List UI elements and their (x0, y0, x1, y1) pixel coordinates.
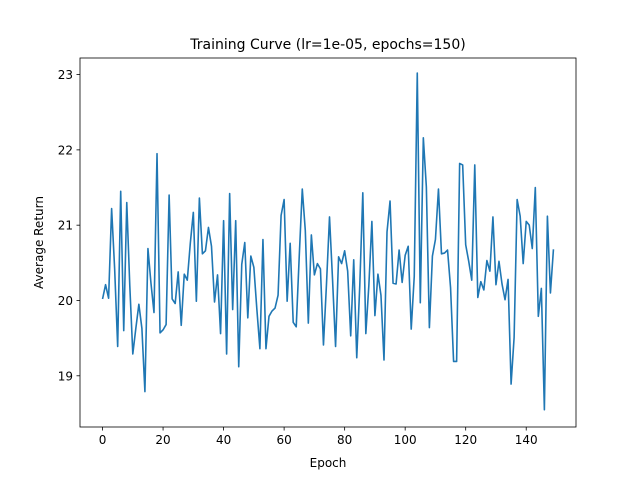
x-tick-label: 60 (276, 433, 291, 447)
x-tick-label: 100 (394, 433, 417, 447)
y-tick-label: 19 (58, 369, 73, 383)
y-tick-label: 20 (58, 294, 73, 308)
x-tick-label: 0 (99, 433, 107, 447)
x-tick-label: 80 (337, 433, 352, 447)
y-axis-label: Average Return (32, 196, 46, 289)
x-tick-label: 40 (216, 433, 231, 447)
x-tick-label: 20 (155, 433, 170, 447)
x-tick-label: 140 (515, 433, 538, 447)
y-tick-label: 23 (58, 68, 73, 82)
x-tick-label: 120 (454, 433, 477, 447)
y-tick-label: 22 (58, 143, 73, 157)
y-axis-ticks: 19 20 21 22 23 (58, 68, 80, 383)
y-tick-label: 21 (58, 219, 73, 233)
x-axis-ticks: 0 20 40 60 80 100 120 140 (99, 427, 538, 447)
chart-title: Training Curve (lr=1e-05, epochs=150) (189, 37, 465, 53)
x-axis-label: Epoch (310, 456, 347, 470)
plot-area-frame (79, 57, 577, 428)
series-line (101, 72, 555, 411)
